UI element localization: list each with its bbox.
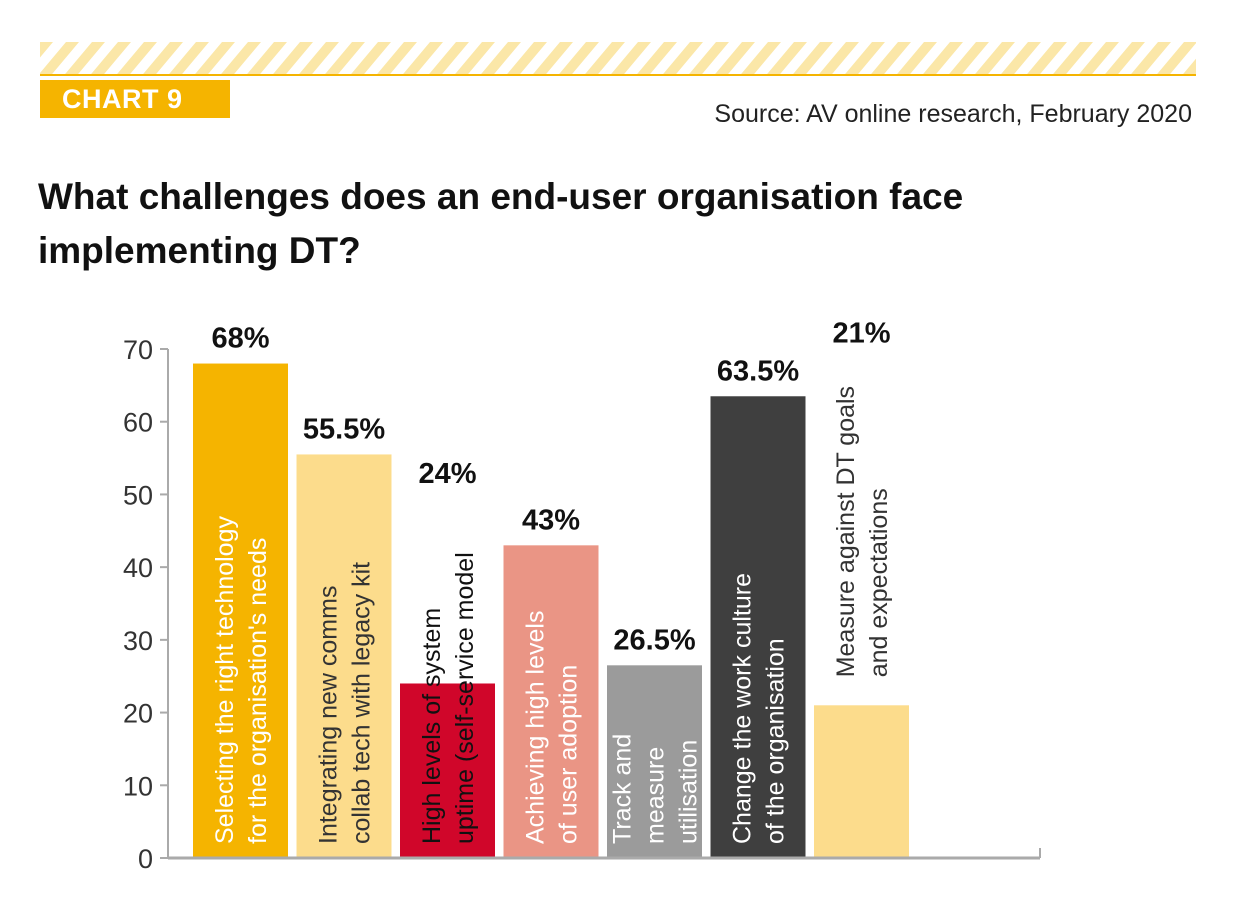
bar-labels: Selecting the right technology for the or… [211,386,893,844]
y-tick-label: 50 [123,480,153,510]
category-label-line: High levels of system [418,608,446,844]
y-tick-label: 0 [138,844,153,874]
y-tick-label: 10 [123,771,153,801]
y-tick-label: 30 [123,626,153,656]
y-tick-label: 40 [123,553,153,583]
category-label: Measure against DT goals and expectations [832,386,893,677]
category-label-line: utilisation [675,740,703,844]
category-label-line: Achieving high levels [522,611,550,844]
bar [503,545,599,858]
category-label-line: Measure against DT goals [832,386,860,677]
bar [607,665,702,858]
category-label: Selecting the right technology for the or… [211,516,272,844]
category-label-line: of user adoption [555,665,583,844]
value-labels: 68% 55.5% 24% 43% 26.5% 63.5% 21% [211,318,890,657]
value-label: 63.5% [717,355,799,387]
chart-title: What challenges does an end-user organis… [38,176,964,271]
category-label: Change the work culture of the organisati… [729,573,790,844]
value-label: 26.5% [613,624,695,656]
source-note: Source: AV online research, February 202… [714,100,1192,128]
bar [296,454,392,858]
y-axis: 0 10 20 30 40 50 60 70 [123,335,169,874]
category-label-line: collab tech with legacy kit [348,562,376,844]
category-label-line: Integrating new comms [315,586,343,844]
category-label-line: Selecting the right technology [211,516,239,844]
category-label-line: uptime (self-service model [451,552,479,844]
category-label-line: Track and [609,734,637,844]
y-tick-label: 20 [123,699,153,729]
category-label-line: measure [642,747,670,844]
category-label: Achieving high levels of user adoption [522,611,583,844]
category-label-line: of the organisation [762,638,790,844]
category-label-line: for the organisation's needs [244,538,272,844]
bar [400,683,495,858]
value-label: 43% [522,504,580,536]
x-axis [168,848,1041,860]
category-label-line: Change the work culture [729,573,757,844]
category-label-line: and expectations [865,488,893,677]
value-label: 68% [211,323,269,355]
category-label: High levels of system uptime (self-servic… [418,552,479,844]
value-label: 21% [832,318,890,350]
y-tick-label: 70 [123,335,153,365]
bar [193,363,288,858]
chart-tag: CHART 9 [40,80,230,118]
value-label: 24% [418,458,476,490]
y-tick-label: 60 [123,408,153,438]
hatch-banner [40,42,1196,76]
value-label: 55.5% [303,413,385,445]
category-label: Integrating new comms collab tech with le… [315,562,376,844]
category-label: Track and measure utilisation [609,734,703,844]
bars [193,363,909,858]
bar [710,396,806,858]
bar [814,705,909,858]
